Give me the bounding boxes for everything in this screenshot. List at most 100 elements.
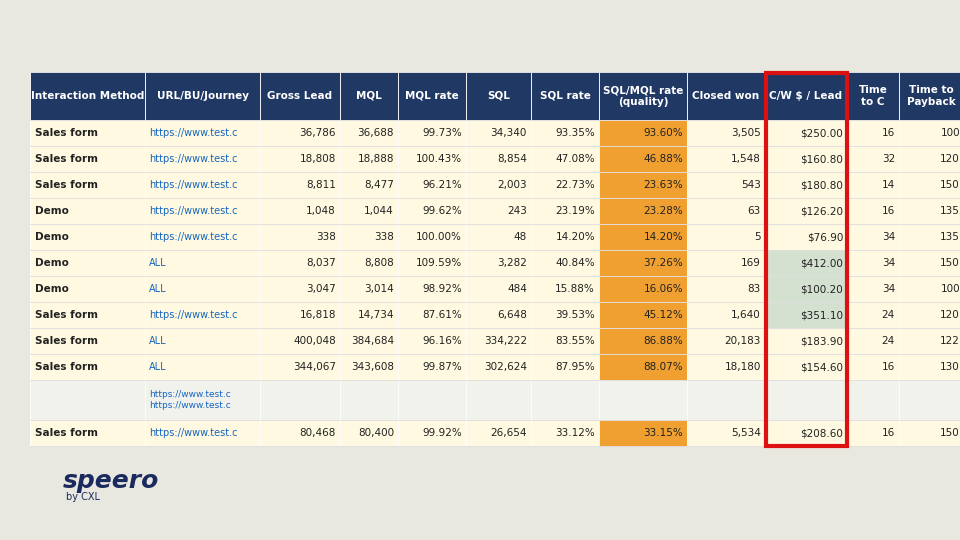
Text: 1,048: 1,048 [306, 206, 336, 216]
Text: 130: 130 [940, 362, 960, 372]
Bar [531, 172, 599, 198]
Text: 63: 63 [748, 206, 761, 216]
Bar [599, 380, 687, 420]
Text: SQL: SQL [487, 91, 510, 101]
Text: Demo: Demo [35, 232, 69, 242]
Bar [847, 146, 899, 172]
Text: 135: 135 [940, 232, 960, 242]
Bar [765, 380, 847, 420]
Bar [145, 172, 260, 198]
Bar [765, 276, 847, 302]
Text: 243: 243 [507, 206, 527, 216]
Bar [531, 328, 599, 354]
Bar [466, 276, 531, 302]
Text: ALL: ALL [149, 284, 167, 294]
Text: Closed won: Closed won [692, 91, 759, 101]
Bar [765, 198, 847, 224]
Text: 23.28%: 23.28% [643, 206, 683, 216]
Bar [398, 354, 466, 380]
Text: 18,180: 18,180 [725, 362, 761, 372]
Bar [687, 302, 765, 328]
Bar [466, 380, 531, 420]
Bar [30, 198, 145, 224]
Bar [765, 354, 847, 380]
Bar [30, 146, 145, 172]
Bar [531, 146, 599, 172]
Bar [145, 198, 260, 224]
Text: 87.61%: 87.61% [422, 310, 462, 320]
Text: 16: 16 [881, 206, 895, 216]
Bar [398, 224, 466, 250]
Text: Sales form: Sales form [35, 362, 98, 372]
Text: 384,684: 384,684 [350, 336, 394, 346]
Bar [145, 380, 260, 420]
Text: 150: 150 [940, 428, 960, 438]
Bar [260, 328, 340, 354]
Bar [340, 224, 398, 250]
Text: 1,044: 1,044 [364, 206, 394, 216]
Text: 46.88%: 46.88% [643, 154, 683, 164]
Bar [531, 198, 599, 224]
Bar [398, 302, 466, 328]
Text: 100.00%: 100.00% [416, 232, 462, 242]
Bar [847, 380, 899, 420]
Text: 22.73%: 22.73% [555, 180, 595, 190]
Text: 99.87%: 99.87% [422, 362, 462, 372]
Bar [531, 420, 599, 446]
Text: ALL: ALL [149, 362, 167, 372]
Bar [398, 198, 466, 224]
Text: speero: speero [62, 469, 158, 492]
Text: Demo: Demo [35, 284, 69, 294]
Bar [687, 120, 765, 146]
Text: 5,534: 5,534 [732, 428, 761, 438]
Text: 18,808: 18,808 [300, 154, 336, 164]
Text: 150: 150 [940, 258, 960, 268]
Bar [145, 276, 260, 302]
Bar [599, 302, 687, 328]
Text: SQL/MQL rate
(quality): SQL/MQL rate (quality) [603, 85, 684, 107]
Bar [466, 250, 531, 276]
Bar [340, 420, 398, 446]
Text: 150: 150 [940, 180, 960, 190]
Bar [847, 276, 899, 302]
Bar [687, 146, 765, 172]
Bar [847, 72, 899, 120]
Text: 14.20%: 14.20% [643, 232, 683, 242]
Bar [340, 250, 398, 276]
Bar [398, 276, 466, 302]
Bar [398, 420, 466, 446]
Text: 39.53%: 39.53% [555, 310, 595, 320]
Bar [687, 420, 765, 446]
Text: 334,222: 334,222 [484, 336, 527, 346]
Text: 400,048: 400,048 [293, 336, 336, 346]
Text: 83.55%: 83.55% [555, 336, 595, 346]
Bar [847, 172, 899, 198]
Bar [398, 380, 466, 420]
Bar [30, 276, 145, 302]
Text: $250.00: $250.00 [801, 128, 843, 138]
Bar [599, 72, 687, 120]
Text: 34: 34 [881, 232, 895, 242]
Text: $208.60: $208.60 [800, 428, 843, 438]
Bar [899, 420, 960, 446]
Text: 120: 120 [940, 310, 960, 320]
Bar [466, 354, 531, 380]
Bar [899, 72, 960, 120]
Text: 16.06%: 16.06% [643, 284, 683, 294]
Text: 5: 5 [755, 232, 761, 242]
Text: 8,037: 8,037 [306, 258, 336, 268]
Bar [260, 224, 340, 250]
Text: $183.90: $183.90 [800, 336, 843, 346]
Text: 33.15%: 33.15% [643, 428, 683, 438]
Text: Demo: Demo [35, 206, 69, 216]
Text: https://www.test.c: https://www.test.c [149, 310, 237, 320]
Text: 8,477: 8,477 [364, 180, 394, 190]
Text: $160.80: $160.80 [800, 154, 843, 164]
Bar [899, 172, 960, 198]
Bar [531, 224, 599, 250]
Text: $100.20: $100.20 [801, 284, 843, 294]
Bar [847, 420, 899, 446]
Text: 14,734: 14,734 [357, 310, 394, 320]
Bar [599, 354, 687, 380]
Text: 99.92%: 99.92% [422, 428, 462, 438]
